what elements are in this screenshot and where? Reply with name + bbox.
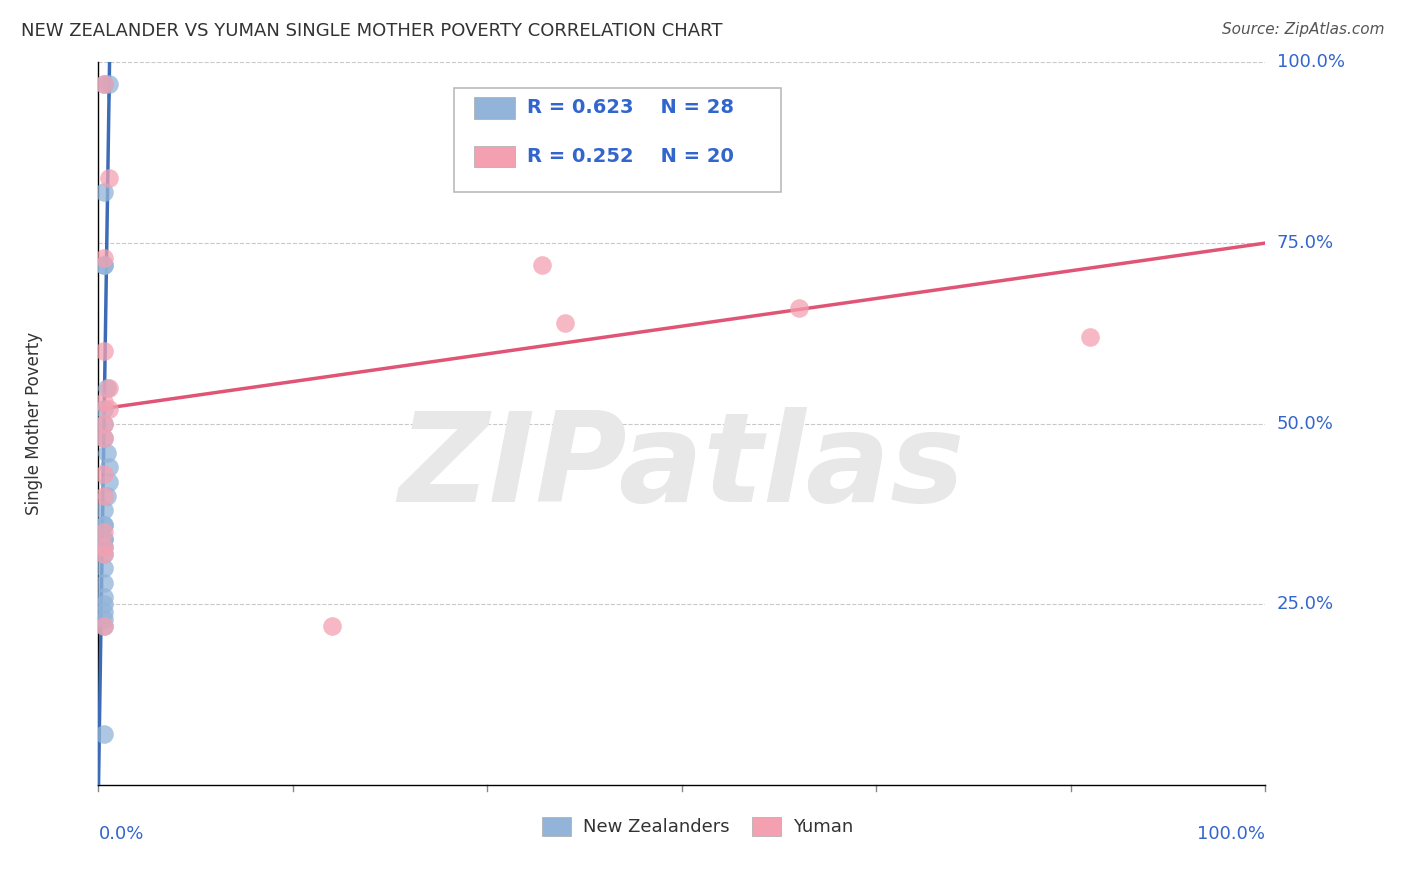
Point <box>93 431 115 445</box>
Point <box>93 258 115 272</box>
Point <box>96 445 118 459</box>
Point <box>96 380 118 394</box>
FancyBboxPatch shape <box>752 817 782 836</box>
FancyBboxPatch shape <box>474 97 515 119</box>
Point <box>93 489 115 503</box>
Point <box>93 547 115 561</box>
Point <box>93 598 115 612</box>
Point <box>93 524 115 539</box>
Point <box>93 561 115 575</box>
Text: Single Mother Poverty: Single Mother Poverty <box>25 332 44 516</box>
Text: 25.0%: 25.0% <box>1277 595 1334 614</box>
Point <box>97 475 120 489</box>
Point <box>93 77 115 91</box>
Point <box>93 619 115 633</box>
Point <box>93 251 115 265</box>
Point <box>321 619 343 633</box>
Point <box>93 605 115 619</box>
Point <box>93 503 115 517</box>
Text: Source: ZipAtlas.com: Source: ZipAtlas.com <box>1222 22 1385 37</box>
Point <box>93 186 115 200</box>
Point <box>93 395 115 409</box>
Point <box>93 575 115 590</box>
Point <box>93 517 115 532</box>
Text: Yuman: Yuman <box>793 817 853 836</box>
Point <box>96 489 118 503</box>
Point <box>93 467 115 482</box>
Point <box>97 402 120 417</box>
Point <box>93 402 115 417</box>
Text: 75.0%: 75.0% <box>1277 234 1334 252</box>
Point <box>93 619 115 633</box>
Text: New Zealanders: New Zealanders <box>582 817 730 836</box>
Point <box>93 547 115 561</box>
Point <box>93 344 115 359</box>
Point <box>93 431 115 445</box>
Text: 50.0%: 50.0% <box>1277 415 1333 433</box>
Point <box>93 258 115 272</box>
Point <box>530 258 553 272</box>
Point <box>1080 330 1102 344</box>
Point <box>93 612 115 626</box>
Text: R = 0.623    N = 28: R = 0.623 N = 28 <box>527 98 734 118</box>
Point <box>97 460 120 475</box>
Point <box>93 727 115 741</box>
FancyBboxPatch shape <box>454 87 782 193</box>
Point <box>97 77 120 91</box>
Text: NEW ZEALANDER VS YUMAN SINGLE MOTHER POVERTY CORRELATION CHART: NEW ZEALANDER VS YUMAN SINGLE MOTHER POV… <box>21 22 723 40</box>
FancyBboxPatch shape <box>474 145 515 167</box>
Point <box>93 417 115 431</box>
Point <box>97 380 120 394</box>
Text: 100.0%: 100.0% <box>1277 54 1344 71</box>
Point <box>97 171 120 186</box>
Point <box>93 590 115 604</box>
Point <box>93 540 115 554</box>
Point <box>93 517 115 532</box>
Point <box>93 533 115 547</box>
Text: 100.0%: 100.0% <box>1198 825 1265 843</box>
Text: ZIPatlas: ZIPatlas <box>399 407 965 527</box>
Text: 0.0%: 0.0% <box>98 825 143 843</box>
Point <box>93 417 115 431</box>
Text: R = 0.252    N = 20: R = 0.252 N = 20 <box>527 147 734 166</box>
Point <box>554 316 576 330</box>
Point <box>93 533 115 547</box>
Point <box>787 301 810 315</box>
FancyBboxPatch shape <box>541 817 571 836</box>
Point <box>93 540 115 554</box>
Point <box>93 77 115 91</box>
